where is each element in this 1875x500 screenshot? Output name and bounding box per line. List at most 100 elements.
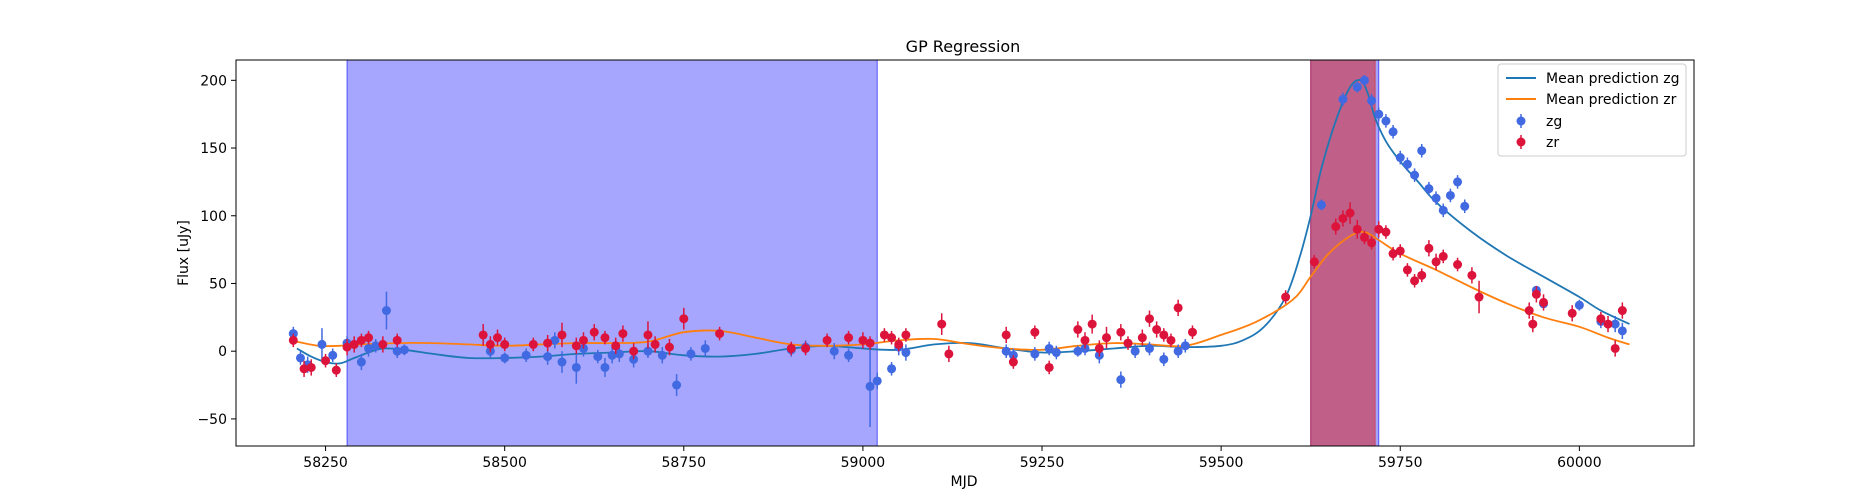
- data-point: [1410, 170, 1420, 180]
- data-point: [844, 350, 854, 360]
- data-point: [672, 380, 682, 390]
- data-point: [1080, 335, 1090, 345]
- y-tick-label: 150: [200, 141, 227, 157]
- x-tick-label: 58750: [662, 455, 707, 471]
- data-point: [1123, 338, 1133, 348]
- data-point: [618, 329, 628, 339]
- y-tick-label: −50: [197, 412, 227, 428]
- data-point: [1610, 343, 1620, 353]
- data-point: [571, 362, 581, 372]
- data-point: [1359, 232, 1369, 242]
- data-point: [331, 365, 341, 375]
- data-point: [1130, 346, 1140, 356]
- data-point: [657, 350, 667, 360]
- data-point: [1309, 257, 1319, 267]
- data-point: [1345, 208, 1355, 218]
- data-point: [1352, 82, 1362, 92]
- data-point: [679, 314, 689, 324]
- data-points: [288, 74, 1627, 428]
- legend-label-zg-line: Mean prediction zg: [1546, 71, 1680, 87]
- data-point: [1424, 184, 1434, 194]
- data-point: [543, 352, 553, 362]
- data-point: [865, 381, 875, 391]
- data-point: [1531, 289, 1541, 299]
- data-point: [1367, 96, 1377, 106]
- shaded-region: [1310, 59, 1376, 447]
- data-point: [550, 335, 560, 345]
- data-point: [1395, 246, 1405, 256]
- data-point: [381, 306, 391, 316]
- data-point: [1567, 308, 1577, 318]
- data-point: [500, 353, 510, 363]
- y-axis-label: Flux [uJy]: [176, 220, 192, 286]
- data-point: [1073, 346, 1083, 356]
- data-point: [901, 330, 911, 340]
- data-point: [1159, 330, 1169, 340]
- data-point: [1173, 346, 1183, 356]
- data-point: [865, 338, 875, 348]
- data-point: [686, 349, 696, 359]
- data-point: [493, 333, 503, 343]
- legend-box: [1497, 63, 1687, 157]
- data-point: [478, 330, 488, 340]
- data-point: [543, 338, 553, 348]
- data-point: [306, 362, 316, 372]
- data-point: [629, 346, 639, 356]
- data-point: [1524, 306, 1534, 316]
- data-point: [1453, 260, 1463, 270]
- data-point: [1596, 314, 1606, 324]
- data-point: [844, 333, 854, 343]
- data-point: [872, 376, 882, 386]
- data-point: [1144, 314, 1154, 324]
- data-point: [1152, 325, 1162, 335]
- data-point: [700, 343, 710, 353]
- y-tick-label: 100: [200, 209, 227, 225]
- data-point: [1166, 335, 1176, 345]
- data-point: [1474, 292, 1484, 302]
- data-point: [593, 352, 603, 362]
- data-point: [1453, 177, 1463, 187]
- data-point: [485, 339, 495, 349]
- data-point: [1417, 270, 1427, 280]
- x-tick-label: 58250: [303, 455, 348, 471]
- data-point: [1445, 190, 1455, 200]
- data-point: [356, 357, 366, 367]
- data-point: [1381, 227, 1391, 237]
- data-point: [600, 362, 610, 372]
- data-point: [600, 333, 610, 343]
- data-point: [1374, 109, 1384, 119]
- data-point: [392, 346, 402, 356]
- data-point: [1073, 325, 1083, 335]
- data-point: [364, 333, 374, 343]
- y-tick-label: 50: [209, 276, 227, 292]
- data-point: [1610, 319, 1620, 329]
- data-point: [715, 329, 725, 339]
- data-point: [1367, 238, 1377, 248]
- data-point: [356, 335, 366, 345]
- data-point: [1617, 326, 1627, 336]
- chart-title: GP Regression: [906, 37, 1021, 56]
- data-point: [1338, 94, 1348, 104]
- data-point: [937, 319, 947, 329]
- data-point: [643, 346, 653, 356]
- data-point: [801, 343, 811, 353]
- data-point: [557, 330, 567, 340]
- legend-label-zr: zr: [1546, 135, 1559, 151]
- data-point: [500, 339, 510, 349]
- x-tick-label: 58500: [482, 455, 527, 471]
- data-point: [299, 364, 309, 374]
- data-point: [1030, 327, 1040, 337]
- data-point: [894, 339, 904, 349]
- data-point: [589, 327, 599, 337]
- x-tick-label: 59250: [1020, 455, 1065, 471]
- y-tick-label: 200: [200, 73, 227, 89]
- data-point: [650, 339, 660, 349]
- data-point: [1316, 200, 1326, 210]
- x-tick-label: 60000: [1557, 455, 1602, 471]
- data-point: [321, 356, 331, 366]
- series-zg: [288, 74, 1627, 428]
- data-point: [392, 335, 402, 345]
- data-point: [1116, 375, 1126, 385]
- y-axis: −50 0 50 100 150 200: [197, 73, 236, 428]
- data-point: [1051, 348, 1061, 358]
